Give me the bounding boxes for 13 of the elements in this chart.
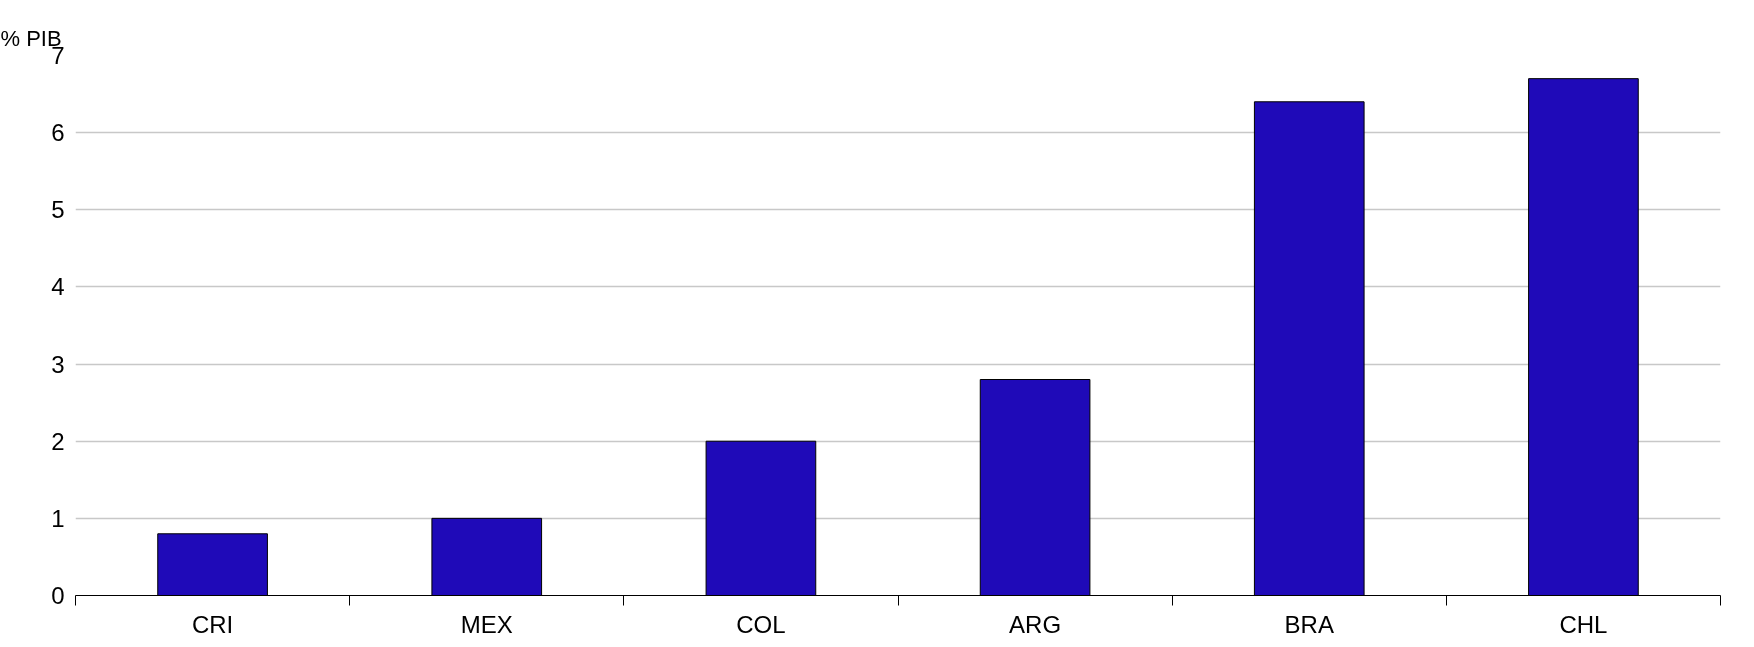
y-tick-label: 1	[51, 504, 65, 532]
y-tick-label: 6	[51, 119, 65, 147]
y-tick-label: 4	[51, 273, 65, 301]
y-tick-label: 0	[51, 582, 65, 609]
x-tick-label: BRA	[1284, 610, 1334, 638]
x-tick-label: COL	[736, 610, 786, 638]
y-tick-label: 3	[51, 350, 65, 378]
y-tick-label: 2	[51, 427, 65, 455]
y-tick-label: 5	[51, 196, 65, 224]
x-tick-label: CRI	[191, 610, 234, 638]
x-tick-label: CHL	[1559, 610, 1608, 638]
x-tick-label: ARG	[1009, 610, 1062, 638]
x-tick-label: MEX	[460, 610, 513, 638]
